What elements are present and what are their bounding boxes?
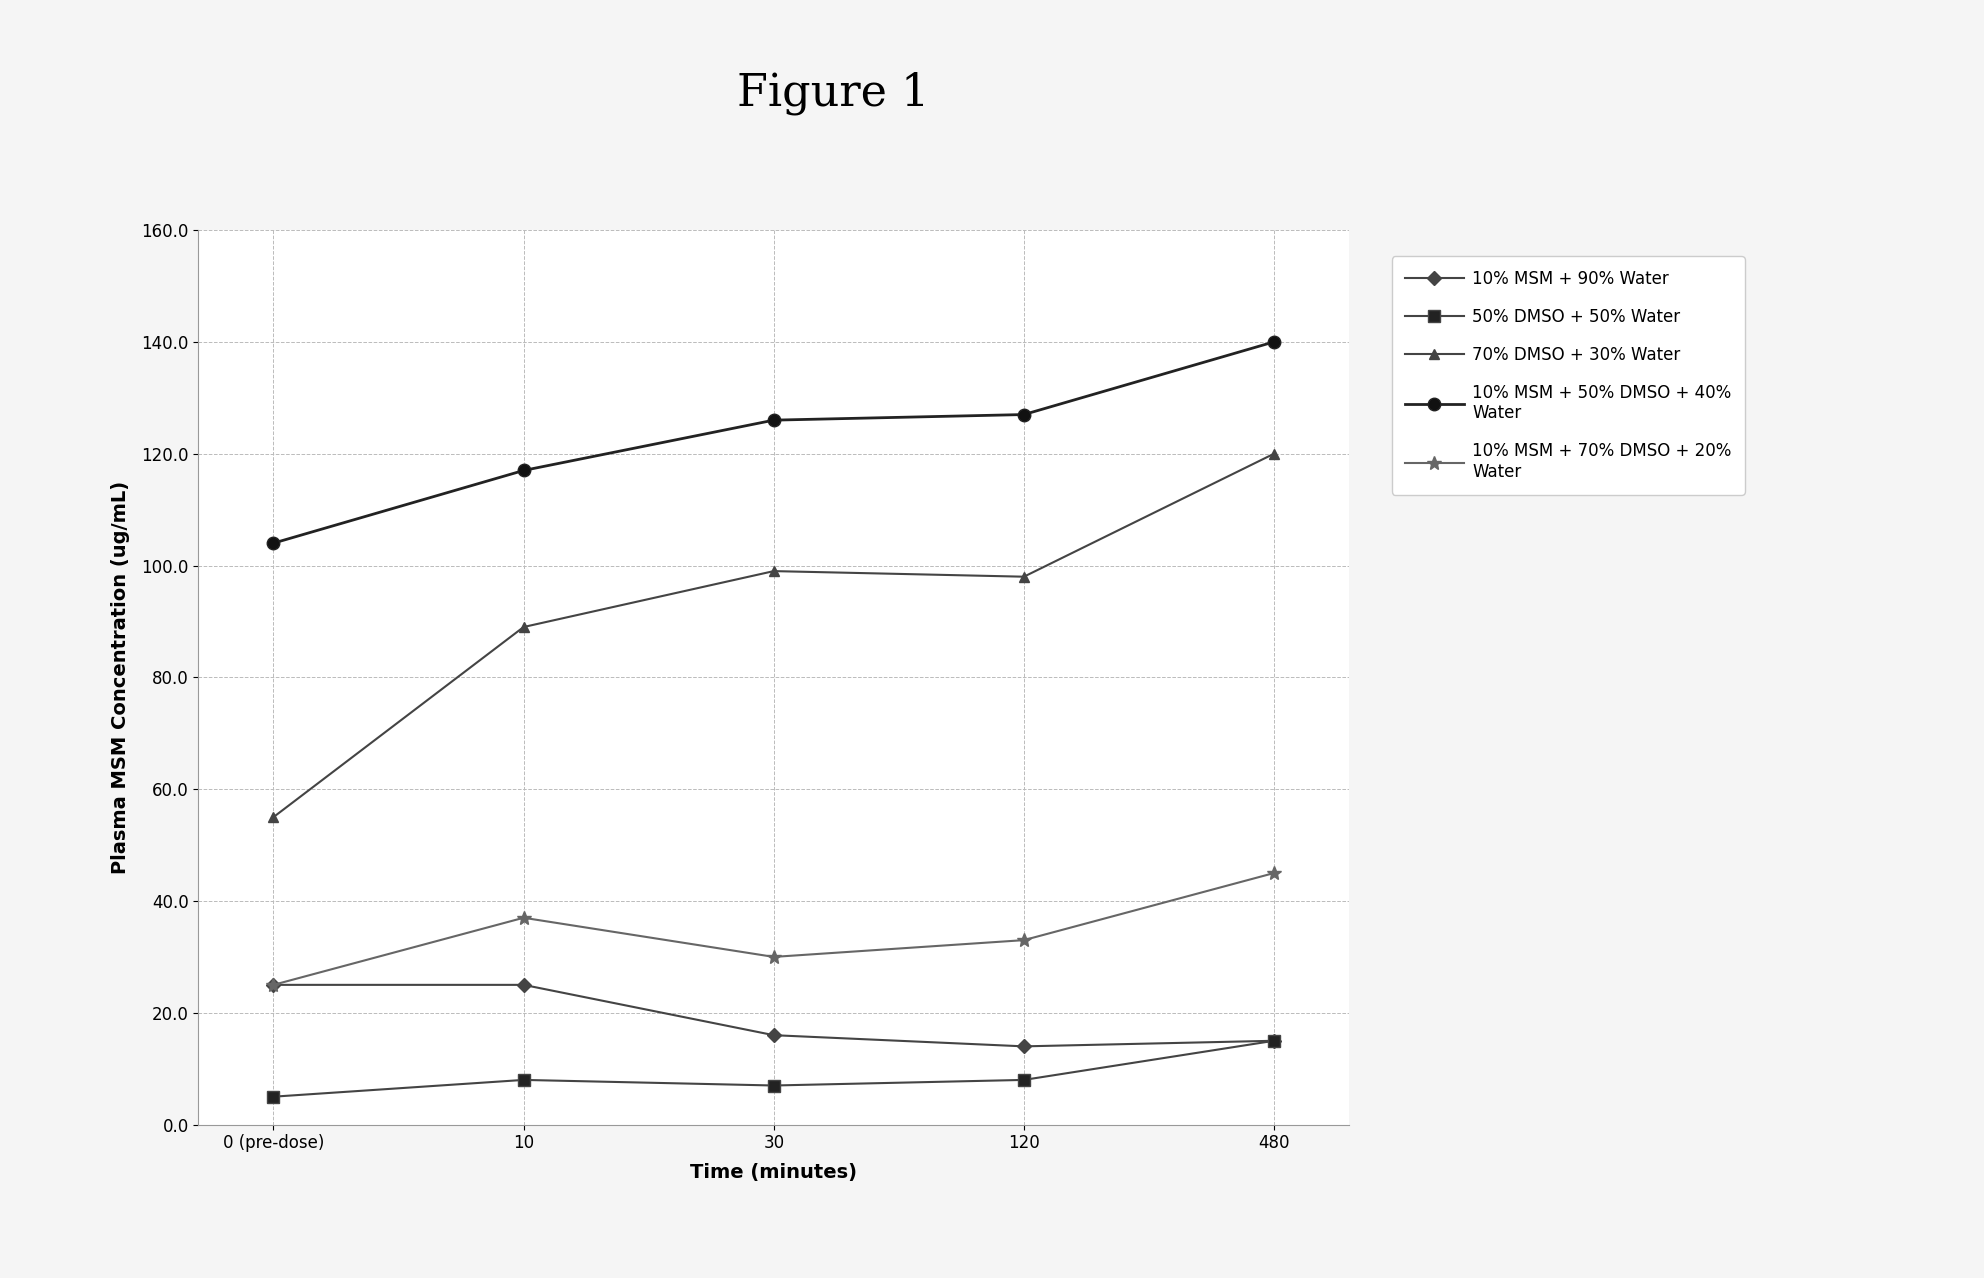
Line: 50% DMSO + 50% Water: 50% DMSO + 50% Water	[268, 1035, 1280, 1102]
70% DMSO + 30% Water	[1262, 446, 1286, 461]
10% MSM + 50% DMSO + 40%
Water	[1012, 406, 1036, 422]
Legend: 10% MSM + 90% Water, 50% DMSO + 50% Water, 70% DMSO + 30% Water, 10% MSM + 50% D: 10% MSM + 90% Water, 50% DMSO + 50% Wate…	[1393, 257, 1744, 495]
10% MSM + 70% DMSO + 20%
Water	[762, 950, 786, 965]
Line: 10% MSM + 50% DMSO + 40%
Water: 10% MSM + 50% DMSO + 40% Water	[268, 336, 1280, 550]
10% MSM + 50% DMSO + 40%
Water	[262, 535, 286, 551]
Line: 10% MSM + 70% DMSO + 20%
Water: 10% MSM + 70% DMSO + 20% Water	[266, 866, 1282, 992]
Line: 70% DMSO + 30% Water: 70% DMSO + 30% Water	[268, 449, 1280, 822]
10% MSM + 90% Water	[1012, 1039, 1036, 1054]
X-axis label: Time (minutes): Time (minutes)	[690, 1163, 857, 1182]
50% DMSO + 50% Water	[1012, 1072, 1036, 1088]
70% DMSO + 30% Water	[512, 620, 536, 635]
70% DMSO + 30% Water	[262, 809, 286, 824]
10% MSM + 90% Water	[762, 1028, 786, 1043]
Text: Figure 1: Figure 1	[738, 72, 929, 115]
Line: 10% MSM + 90% Water: 10% MSM + 90% Water	[268, 980, 1280, 1052]
10% MSM + 50% DMSO + 40%
Water	[512, 463, 536, 478]
10% MSM + 70% DMSO + 20%
Water	[512, 910, 536, 925]
10% MSM + 90% Water	[1262, 1033, 1286, 1048]
10% MSM + 90% Water	[262, 978, 286, 993]
70% DMSO + 30% Water	[762, 564, 786, 579]
10% MSM + 90% Water	[512, 978, 536, 993]
50% DMSO + 50% Water	[1262, 1033, 1286, 1048]
70% DMSO + 30% Water	[1012, 569, 1036, 584]
10% MSM + 70% DMSO + 20%
Water	[1262, 865, 1286, 881]
10% MSM + 70% DMSO + 20%
Water	[262, 978, 286, 993]
50% DMSO + 50% Water	[262, 1089, 286, 1104]
10% MSM + 50% DMSO + 40%
Water	[1262, 334, 1286, 349]
50% DMSO + 50% Water	[762, 1077, 786, 1093]
50% DMSO + 50% Water	[512, 1072, 536, 1088]
10% MSM + 70% DMSO + 20%
Water	[1012, 933, 1036, 948]
Y-axis label: Plasma MSM Concentration (ug/mL): Plasma MSM Concentration (ug/mL)	[111, 481, 131, 874]
10% MSM + 50% DMSO + 40%
Water	[762, 413, 786, 428]
